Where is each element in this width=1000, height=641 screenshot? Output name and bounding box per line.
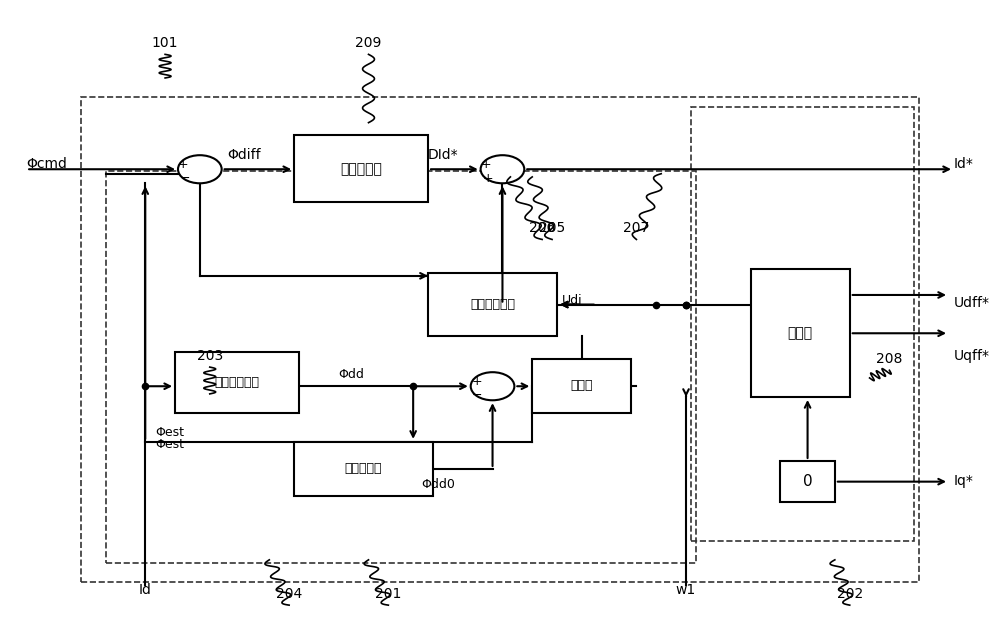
Text: Φdd: Φdd (339, 368, 365, 381)
Text: 205: 205 (539, 221, 565, 235)
Bar (691, 106, 914, 541)
Text: 判断逻辑部: 判断逻辑部 (340, 162, 382, 176)
Text: +: + (471, 374, 482, 388)
Text: 208: 208 (876, 352, 903, 366)
Text: 202: 202 (837, 587, 863, 601)
Text: Φdd0: Φdd0 (421, 478, 455, 491)
Text: +: + (178, 158, 188, 171)
Bar (428, 272, 557, 337)
Bar (751, 269, 850, 397)
Text: Id: Id (139, 583, 152, 597)
Text: Uqff*: Uqff* (954, 349, 990, 363)
Text: w1: w1 (676, 583, 696, 597)
Text: 207: 207 (623, 221, 650, 235)
Text: 差分器: 差分器 (571, 379, 593, 392)
Bar (780, 461, 835, 503)
Text: DId*: DId* (428, 148, 458, 162)
Bar (81, 97, 919, 582)
Text: 电流磁链曲线: 电流磁链曲线 (215, 376, 260, 389)
Text: 203: 203 (197, 349, 223, 363)
Text: 201: 201 (375, 587, 402, 601)
Text: Iq*: Iq* (954, 474, 974, 488)
Text: −: − (180, 172, 190, 185)
Text: Φest: Φest (155, 438, 184, 451)
Text: Φcmd: Φcmd (26, 157, 67, 171)
Text: 0: 0 (803, 474, 812, 489)
Text: Udi: Udi (562, 294, 583, 306)
Text: −: − (471, 388, 482, 402)
Text: +: + (482, 172, 493, 185)
Bar (106, 171, 696, 563)
Text: 204: 204 (276, 587, 302, 601)
Text: 209: 209 (355, 36, 382, 50)
Bar (175, 353, 299, 413)
Text: Φest: Φest (155, 426, 184, 438)
Text: 零阶保持器: 零阶保持器 (345, 462, 382, 476)
Circle shape (481, 155, 524, 183)
Circle shape (471, 372, 514, 400)
Text: Id*: Id* (954, 157, 974, 171)
Text: 101: 101 (152, 36, 178, 50)
Text: Φdiff: Φdiff (228, 148, 261, 162)
Text: Udff*: Udff* (954, 296, 990, 310)
Text: 充磁状态曲线: 充磁状态曲线 (470, 298, 515, 311)
Text: 乘法器: 乘法器 (788, 326, 813, 340)
Bar (294, 442, 433, 496)
Circle shape (178, 155, 222, 183)
Text: +: + (480, 158, 491, 171)
Bar (294, 135, 428, 203)
Text: 206: 206 (529, 221, 555, 235)
Bar (532, 359, 631, 413)
